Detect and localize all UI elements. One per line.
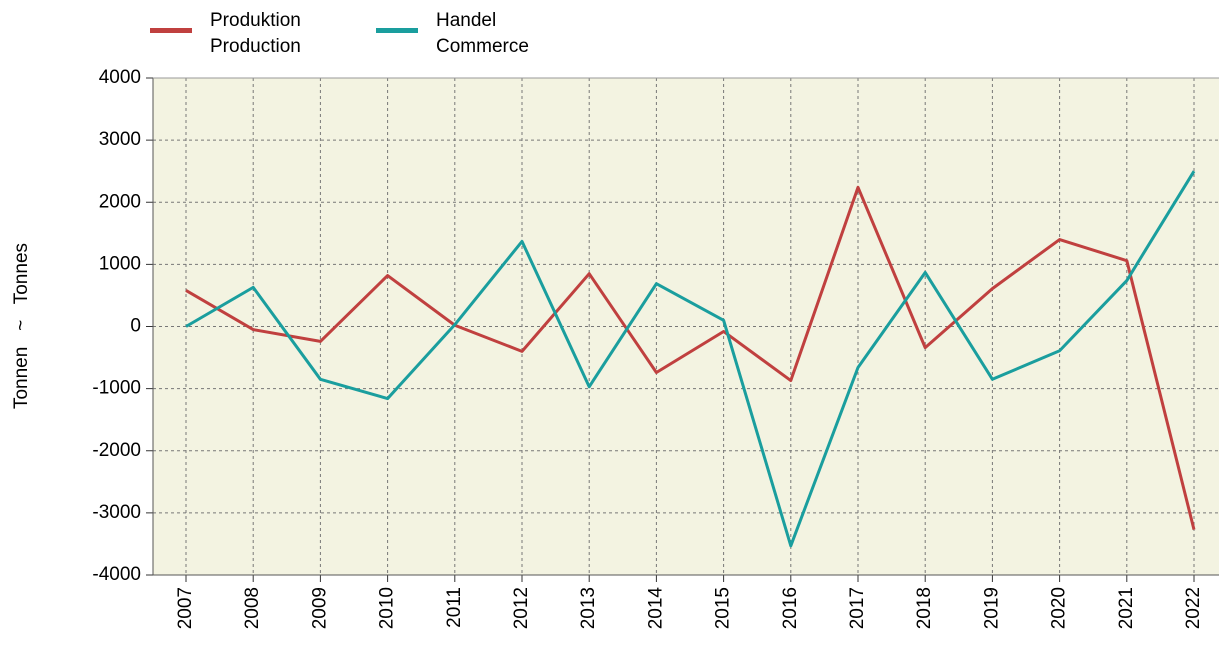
legend-label: Handel Commerce: [436, 10, 529, 57]
x-tick-label: 2015: [713, 587, 734, 629]
y-tick-label: 2000: [99, 191, 141, 212]
x-tick-label: 2022: [1183, 587, 1204, 629]
x-tick-label: 2019: [981, 587, 1002, 629]
y-tick-label: 1000: [99, 253, 141, 274]
x-tick-label: 2007: [175, 587, 196, 629]
x-tick-label: 2017: [847, 587, 868, 629]
x-tick-label: 2014: [645, 587, 666, 630]
legend-label: Produktion Production: [210, 10, 301, 57]
y-tick-label: -3000: [92, 502, 141, 523]
y-tick-label: 3000: [99, 129, 141, 150]
x-tick-label: 2021: [1116, 587, 1137, 629]
x-tick-label: 2018: [914, 587, 935, 629]
y-tick-label: -2000: [92, 440, 141, 461]
x-tick-label: 2016: [780, 587, 801, 629]
x-tick-label: 2012: [511, 587, 532, 629]
series-line: [185, 170, 1196, 548]
legend-swatch: [150, 28, 192, 33]
x-tick-label: 2008: [242, 587, 263, 629]
x-tick-label: 2010: [377, 587, 398, 629]
legend-swatch: [376, 28, 418, 33]
y-tick-label: -1000: [92, 378, 141, 399]
y-axis-label: Tonnen ~ Tonnes: [11, 243, 32, 409]
series-line: [185, 185, 1196, 531]
y-tick-label: -4000: [92, 564, 141, 585]
x-tick-label: 2011: [444, 587, 465, 628]
x-tick-label: 2020: [1049, 587, 1070, 629]
y-tick-label: 4000: [99, 67, 141, 88]
y-tick-label: 0: [130, 316, 141, 337]
x-tick-label: 2009: [309, 587, 330, 629]
x-tick-label: 2013: [578, 587, 599, 629]
